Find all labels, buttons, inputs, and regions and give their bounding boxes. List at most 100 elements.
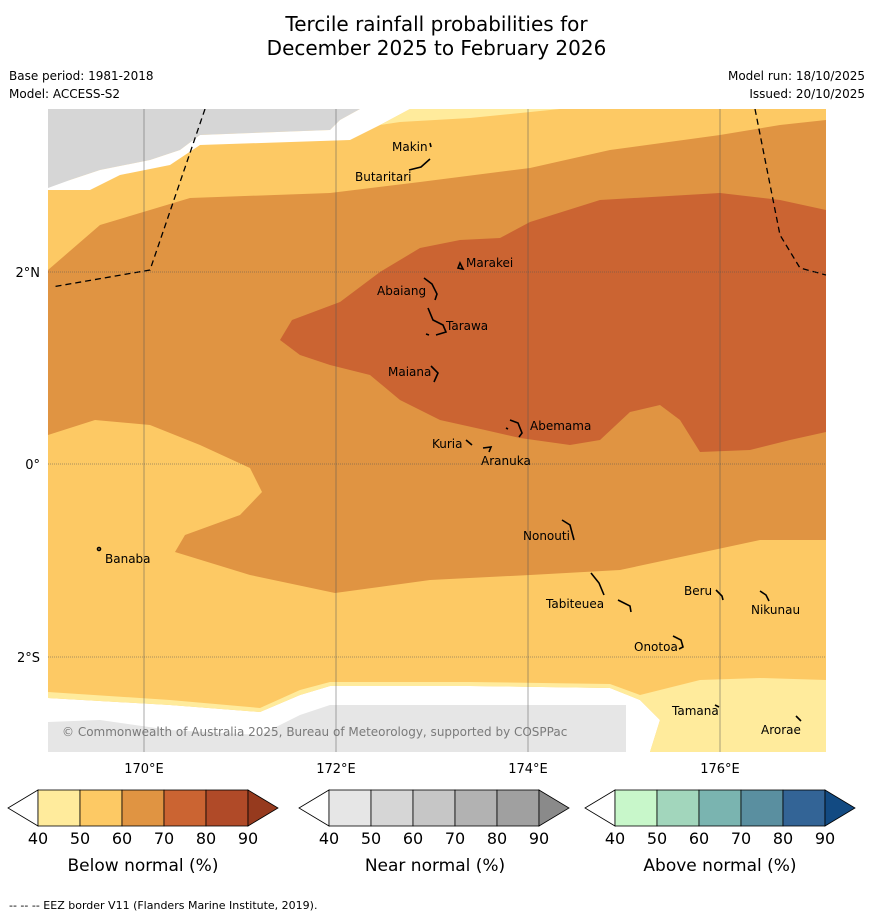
map-area: Makin Butaritari Marakei Abaiang Tarawa … xyxy=(48,109,826,752)
model-run: Model run: 18/10/2025 xyxy=(727,69,865,83)
base-period: Base period: 1981-2018 xyxy=(9,69,154,83)
makin-shape xyxy=(429,142,432,148)
legend-below-label: Below normal (%) xyxy=(68,856,219,876)
tamana-shape xyxy=(714,704,720,708)
colorbar-above: 40 50 60 70 80 90 xyxy=(584,789,856,848)
issued-date: Issued: 20/10/2025 xyxy=(749,87,865,101)
below-cb-segment xyxy=(79,789,123,827)
abemama-shape xyxy=(505,419,523,438)
below-cb-segment xyxy=(163,789,207,827)
island-outlines xyxy=(96,142,802,722)
marakei-shape xyxy=(456,261,465,271)
above-cb-tick: 60 xyxy=(689,829,709,848)
below-cb-tick: 50 xyxy=(70,829,90,848)
near-cb-extend-low xyxy=(298,789,330,827)
above-cb-segment xyxy=(656,789,700,827)
label-abaiang: Abaiang xyxy=(377,284,426,298)
tarawa-shape xyxy=(425,307,448,336)
label-banaba: Banaba xyxy=(105,552,151,566)
onotoa-shape xyxy=(672,635,684,650)
near-cb-tick: 80 xyxy=(487,829,507,848)
model-name: Model: ACCESS-S2 xyxy=(9,87,121,101)
colorbar-below: 40 50 60 70 80 90 xyxy=(7,789,279,848)
abaiang-shape xyxy=(423,277,438,301)
label-aranuka: Aranuka xyxy=(481,454,531,468)
near-cb-segment xyxy=(454,789,498,827)
near-cb-tick: 40 xyxy=(319,829,339,848)
above-cb-segment xyxy=(782,789,826,827)
below-cb-segment xyxy=(37,789,81,827)
above-cb-tick: 50 xyxy=(647,829,667,848)
zone-near-bottom xyxy=(48,705,626,752)
lat-label-2s: 2°S xyxy=(17,651,40,666)
nikunau-shape xyxy=(759,590,770,602)
label-nonouti: Nonouti xyxy=(523,529,570,543)
near-cb-extend-high xyxy=(538,789,570,827)
label-arorae: Arorae xyxy=(761,723,801,737)
island-labels: Makin Butaritari Marakei Abaiang Tarawa … xyxy=(105,140,801,737)
eez-border-east xyxy=(754,109,826,276)
kuria-shape xyxy=(465,439,473,446)
label-kuria: Kuria xyxy=(432,437,463,451)
near-cb-tick: 50 xyxy=(361,829,381,848)
footer-note: -- -- -- EEZ border V11 (Flanders Marine… xyxy=(9,899,318,912)
near-cb-segment xyxy=(412,789,456,827)
zone-40-50-bottom xyxy=(48,678,826,752)
lon-label-174: 174°E xyxy=(508,762,548,777)
below-cb-tick: 90 xyxy=(238,829,258,848)
label-abemama: Abemama xyxy=(530,419,591,433)
near-cb-segment xyxy=(328,789,372,827)
label-makin: Makin xyxy=(392,140,428,154)
label-tabiteuea: Tabiteuea xyxy=(545,597,604,611)
lon-label-170: 170°E xyxy=(124,762,164,777)
meta-right: Model run: 18/10/2025 Issued: 20/10/2025 xyxy=(728,69,865,105)
title-line-2: December 2025 to February 2026 xyxy=(266,36,607,60)
above-cb-segment xyxy=(614,789,658,827)
banaba-shape xyxy=(96,546,102,552)
near-cb-tick: 90 xyxy=(529,829,549,848)
near-cb-segment xyxy=(370,789,414,827)
axis-labels: 2°N 0° 2°S 170°E 172°E 174°E 176°E xyxy=(16,266,740,777)
near-cb-tick: 60 xyxy=(403,829,423,848)
copyright-text: © Commonwealth of Australia 2025, Bureau… xyxy=(62,725,567,739)
label-maiana: Maiana xyxy=(388,365,431,379)
below-cb-tick: 80 xyxy=(196,829,216,848)
eez-border-west xyxy=(51,109,206,288)
lon-label-176: 176°E xyxy=(700,762,740,777)
meta-left: Base period: 1981-2018 Model: ACCESS-S2 xyxy=(9,69,154,105)
below-cb-segment xyxy=(121,789,165,827)
zone-white-gap-top xyxy=(48,109,410,190)
below-cb-extend-high xyxy=(247,789,279,827)
colorbar-near: 40 50 60 70 80 90 xyxy=(298,789,570,848)
above-cb-tick: 90 xyxy=(815,829,835,848)
above-cb-tick: 70 xyxy=(731,829,751,848)
label-butaritari: Butaritari xyxy=(355,170,412,184)
butaritari-shape xyxy=(408,158,431,171)
label-tamana: Tamana xyxy=(671,704,719,718)
above-cb-extend-low xyxy=(584,789,616,827)
near-cb-segment xyxy=(496,789,540,827)
title-line-1: Tercile rainfall probabilities for xyxy=(285,12,588,36)
legend-above-label: Above normal (%) xyxy=(643,856,796,876)
above-cb-extend-high xyxy=(824,789,856,827)
below-cb-tick: 40 xyxy=(28,829,48,848)
zone-near-top xyxy=(48,109,360,190)
below-cb-segment xyxy=(205,789,249,827)
lon-label-172: 172°E xyxy=(316,762,356,777)
maiana-shape xyxy=(430,365,439,383)
aranuka-shape xyxy=(482,446,493,453)
beru-shape xyxy=(715,589,724,601)
lat-label-0: 0° xyxy=(25,458,40,473)
above-cb-tick: 40 xyxy=(605,829,625,848)
label-onotoa: Onotoa xyxy=(634,640,678,654)
near-cb-tick: 70 xyxy=(445,829,465,848)
zone-70-80 xyxy=(280,193,826,452)
above-cb-segment xyxy=(740,789,784,827)
tabiteuea-shape xyxy=(590,572,632,613)
label-beru: Beru xyxy=(684,584,712,598)
nonouti-shape xyxy=(561,519,575,541)
label-marakei: Marakei xyxy=(466,256,513,270)
legend-near-label: Near normal (%) xyxy=(365,856,505,876)
label-nikunau: Nikunau xyxy=(751,603,800,617)
above-cb-segment xyxy=(698,789,742,827)
